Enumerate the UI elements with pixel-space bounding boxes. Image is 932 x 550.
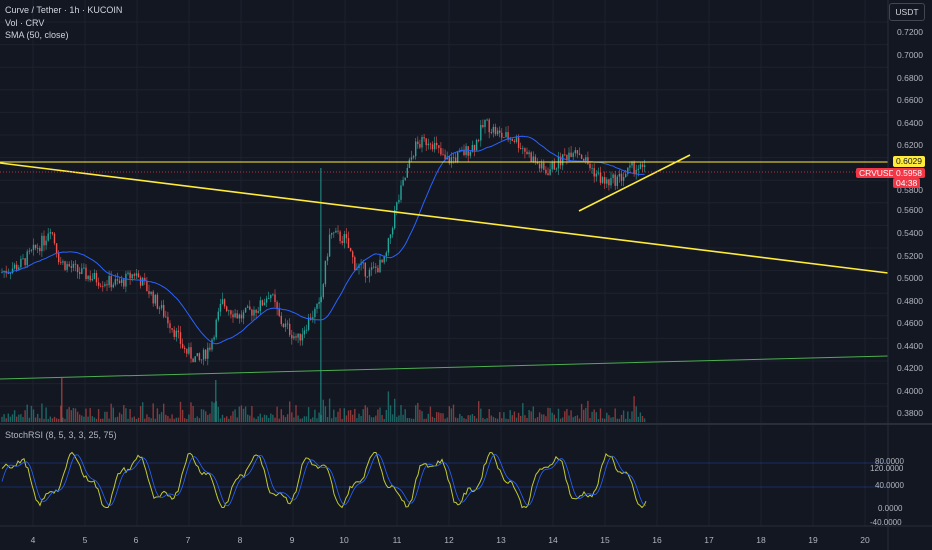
price-tick: 0.4800 — [897, 296, 923, 306]
date-tick: 10 — [339, 535, 349, 545]
date-tick: 16 — [652, 535, 662, 545]
date-tick: 15 — [600, 535, 610, 545]
price-tick: 0.6600 — [897, 95, 923, 105]
date-tick: 7 — [185, 535, 191, 545]
rising-trendline[interactable] — [578, 154, 691, 212]
volume-bars — [1, 168, 646, 422]
price-tick: 0.4200 — [897, 363, 923, 373]
stoch-k-line — [1, 451, 647, 509]
descending-trendline[interactable] — [0, 162, 889, 274]
date-tick: 5 — [82, 535, 88, 545]
date-tick: 9 — [289, 535, 295, 545]
date-tick: 12 — [444, 535, 454, 545]
price-tick: 0.7000 — [897, 50, 923, 60]
price-tick: 0.4400 — [897, 341, 923, 351]
price-tick: 0.7200 — [897, 27, 923, 37]
date-tick: 13 — [496, 535, 506, 545]
date-tick: 17 — [704, 535, 714, 545]
grid-lines — [0, 0, 888, 526]
date-tick: 6 — [133, 535, 139, 545]
stoch-tick: 80.0000 — [875, 457, 904, 466]
price-tick: 0.5400 — [897, 228, 923, 238]
price-tick: 0.6800 — [897, 73, 923, 83]
price-tick: 0.6200 — [897, 140, 923, 150]
price-tick: 0.5200 — [897, 251, 923, 261]
last-price-tag: 0.5958 — [893, 168, 925, 178]
date-tick: 4 — [30, 535, 36, 545]
price-tick: 0.4000 — [897, 386, 923, 396]
date-tick: 11 — [392, 535, 402, 545]
date-tick: 20 — [860, 535, 870, 545]
sma-legend[interactable]: SMA (50, close) — [5, 30, 69, 40]
stoch-d-line — [1, 453, 647, 507]
stoch-tick: 120.0000 — [870, 464, 904, 473]
stoch-tick: 0.0000 — [878, 504, 903, 513]
resistance-level-tag: 0.6029 — [893, 156, 925, 167]
currency-button[interactable]: USDT — [889, 3, 925, 21]
price-tick: 0.5000 — [897, 273, 923, 283]
volume-legend[interactable]: Vol · CRV — [5, 18, 45, 28]
price-tick: 0.3800 — [897, 408, 923, 418]
price-tick: 0.6400 — [897, 118, 923, 128]
candle-timer-tag: 04:38 — [893, 178, 921, 188]
support-line[interactable] — [0, 355, 889, 380]
price-tick: 0.5800 — [897, 185, 923, 195]
sma-line — [1, 135, 645, 345]
date-tick: 14 — [548, 535, 558, 545]
candlesticks — [1, 118, 646, 366]
date-tick: 18 — [756, 535, 766, 545]
symbol-tag: CRVUSDT — [856, 168, 903, 178]
chart-title[interactable]: Curve / Tether · 1h · KUCOIN — [5, 5, 123, 15]
stoch-tick: -40.0000 — [870, 518, 902, 527]
stoch-rsi-legend[interactable]: StochRSI (8, 5, 3, 3, 25, 75) — [5, 430, 117, 440]
price-tick: 0.5600 — [897, 205, 923, 215]
date-tick: 19 — [808, 535, 818, 545]
date-tick: 8 — [237, 535, 243, 545]
stoch-tick: 40.0000 — [875, 481, 904, 490]
price-tick: 0.4600 — [897, 318, 923, 328]
